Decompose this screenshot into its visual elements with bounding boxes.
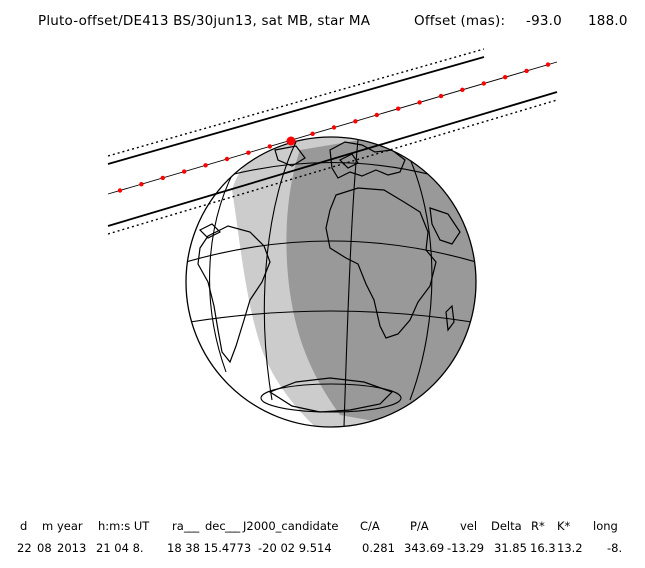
plot-title: Pluto-offset/DE413 BS/30jun13, sat MB, s… (38, 13, 371, 29)
col-candidate: J2000_candidate (243, 519, 339, 533)
closest-approach-marker (286, 136, 296, 146)
val-d: 22 (17, 541, 32, 555)
plot-header: Pluto-offset/DE413 BS/30jun13, sat MB, s… (0, 13, 645, 33)
col-ca: C/A (360, 519, 380, 533)
val-ra: 18 38 15.4773 (167, 541, 252, 555)
val-long: -8. (607, 541, 623, 555)
latitude-line (186, 240, 476, 263)
track-dot (374, 112, 379, 118)
col-kstar: K* (557, 519, 571, 533)
track-dot (438, 93, 444, 99)
val-delta: 31.85 (494, 541, 527, 555)
track-dot (224, 156, 230, 162)
col-vel: vel (460, 519, 478, 533)
val-ca: 0.281 (362, 541, 395, 555)
col-delta: Delta (491, 519, 522, 533)
track-dot (331, 125, 337, 130)
val-time: 21 04 8. (96, 541, 144, 555)
col-m: m (42, 519, 54, 533)
meridian (343, 139, 359, 427)
graticule (186, 139, 476, 427)
track-dot (203, 163, 208, 168)
val-dec: -20 02 9.514 (258, 541, 332, 555)
meridian (209, 159, 241, 373)
col-ra: ra (172, 519, 184, 533)
track-dot (139, 182, 144, 187)
meridian (263, 141, 297, 401)
meridian (404, 147, 433, 401)
track-dot (524, 68, 529, 74)
track-dot (310, 131, 315, 136)
track-dot (503, 75, 508, 80)
col-time: h:m:s UT (98, 519, 150, 533)
val-m: 08 (37, 541, 52, 555)
val-vel: -13.29 (447, 541, 485, 555)
track-dot (353, 119, 358, 124)
track-dot (396, 106, 401, 111)
track-dot (246, 150, 251, 155)
track-dot (460, 87, 465, 93)
col-d: d (20, 519, 28, 533)
offset-label: Offset (mas): (414, 13, 506, 29)
latitude-line (189, 310, 473, 323)
latitude-line (229, 162, 433, 176)
latitude-circle (260, 383, 402, 413)
track-dot (417, 100, 422, 105)
val-rstar: 16.3 (530, 541, 556, 555)
track-dot (160, 175, 165, 181)
shadow-path (107, 48, 558, 235)
night-region (286, 137, 476, 427)
col-pa: P/A (410, 519, 429, 533)
track-dot (182, 169, 187, 174)
col-year: year (57, 519, 83, 533)
shadow-limit-south (107, 91, 558, 227)
occultation-map (107, 48, 558, 428)
offset-x-value: -93.0 (526, 13, 562, 29)
shadow-limit-north (107, 56, 485, 165)
track-dot (481, 81, 486, 86)
col-long: long (593, 519, 618, 533)
table-value-row: 22 08 2013 21 04 8. 18 38 15.4773 -20 02… (0, 541, 645, 555)
uncertainty-south (107, 99, 558, 235)
col-rstar: R* (531, 519, 545, 533)
val-pa: 343.69 (404, 541, 445, 555)
globe-outline (185, 136, 477, 428)
track-dot (117, 188, 123, 193)
offset-y-value: 188.0 (588, 13, 628, 29)
continent-outlines (197, 141, 461, 413)
val-kstar: 13.2 (557, 541, 583, 555)
val-year: 2013 (57, 541, 87, 555)
track-dot (267, 144, 272, 149)
track-dot (545, 62, 551, 67)
col-dec: dec (205, 519, 226, 533)
table-header-row: d m year h:m:s UT ra ___ dec ___ J2000_c… (20, 519, 618, 533)
uncertainty-north (107, 48, 485, 157)
track-dots (117, 62, 551, 193)
